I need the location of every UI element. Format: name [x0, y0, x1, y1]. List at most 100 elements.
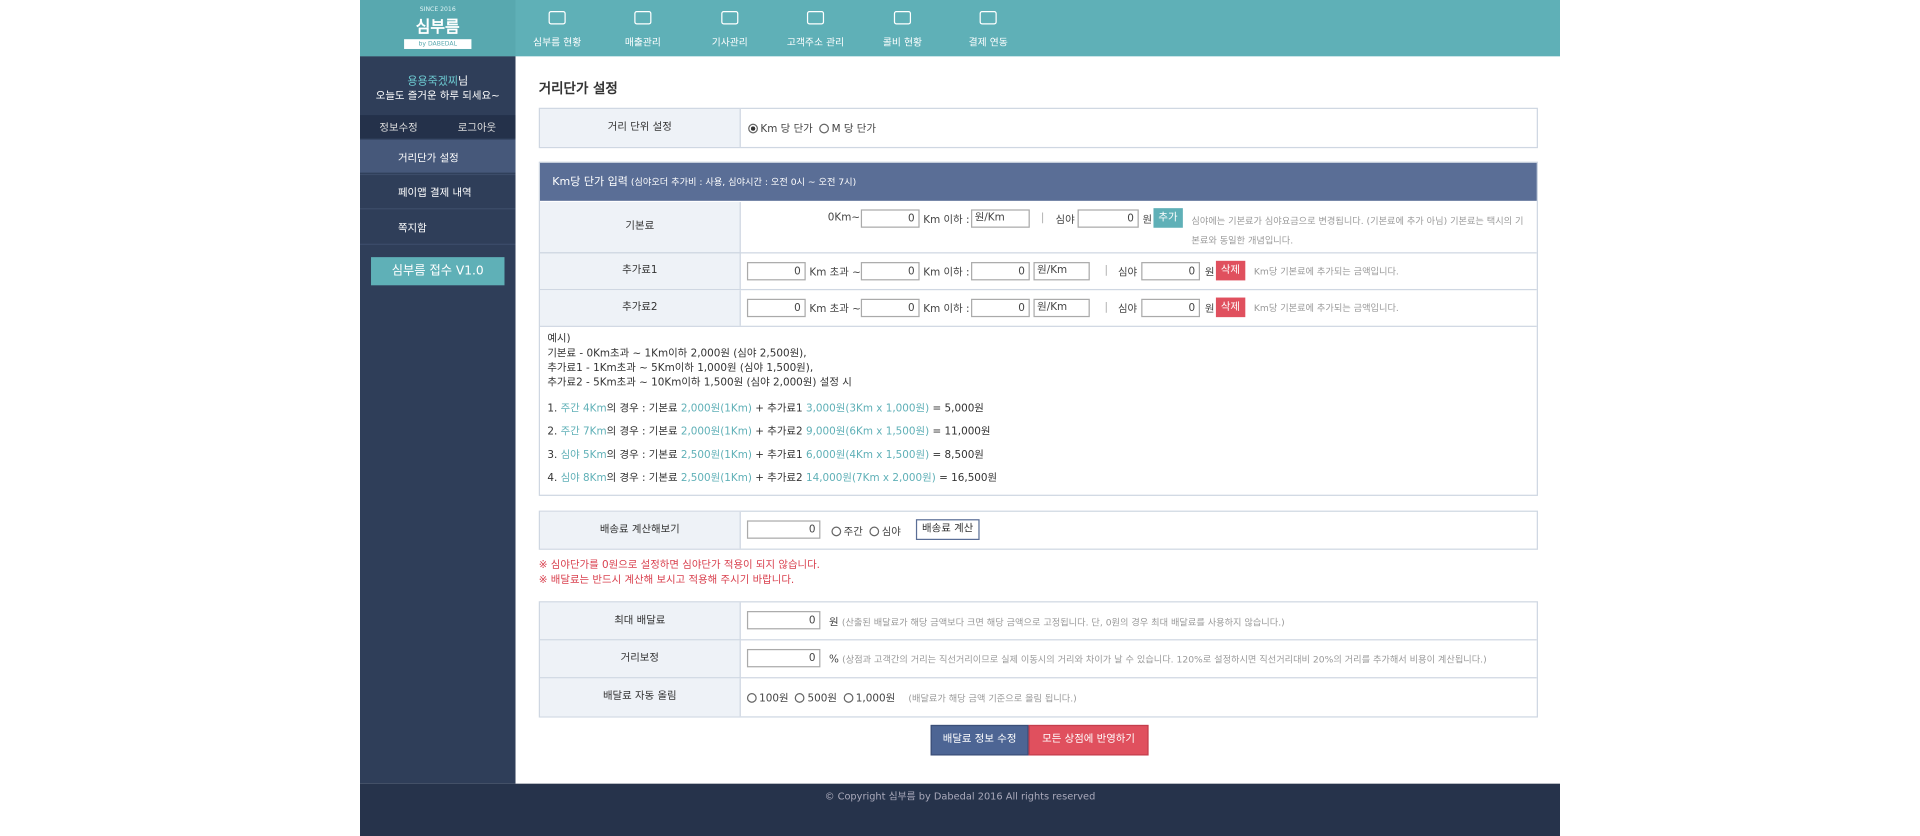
warning: ※ 배달료는 반드시 계산해 보시고 적용해 주시기 바랍니다.	[538, 574, 795, 587]
version-button[interactable]: 심부름 접수 V1.0	[371, 257, 505, 286]
logo-by: by DABEDAL	[404, 39, 472, 49]
example-part: = 8,500원	[929, 449, 984, 462]
example-part: 2,500원(1Km)	[680, 449, 752, 462]
example-calc: 2. 주간 7Km의 경우 : 기본료 2,000원(1Km) + 추가료2 9…	[547, 425, 997, 440]
delete-button[interactable]: 삭제	[1215, 297, 1245, 318]
input[interactable]: 0	[860, 262, 920, 281]
row-label: 배달료 자동 올림	[540, 678, 741, 717]
note: (배달료가 해당 금액 기준으로 올림 됩니다.)	[908, 693, 1077, 705]
nav-item[interactable]: 매출관리	[600, 0, 686, 56]
example-line: 기본료 - 0Km초과 ~ 1Km이하 2,000원 (심야 2,500원),	[547, 347, 807, 361]
nav-icon	[893, 11, 912, 25]
save-button[interactable]: 배달료 정보 수정	[930, 724, 1029, 756]
example-part: 주간 4Km	[560, 402, 607, 416]
nav-label: 콜비 현황	[882, 36, 923, 48]
apply-button[interactable]: 모든 상점에 반영하기	[1028, 724, 1149, 756]
input[interactable]: 0	[1141, 298, 1201, 318]
example-part: + 추가료1	[751, 402, 806, 416]
user-suffix: 님	[458, 75, 469, 89]
input[interactable]: 0	[860, 209, 920, 228]
input[interactable]: 0	[746, 520, 821, 539]
unit: %	[828, 653, 839, 667]
example-part: 2.	[547, 426, 561, 439]
menu-item[interactable]: 페이앱 결제 내역	[397, 187, 472, 200]
radio[interactable]: 심야	[881, 526, 901, 539]
example-part: 2,000원(1Km)	[680, 426, 752, 439]
delete-button[interactable]: 삭제	[1215, 260, 1245, 281]
example-calc: 1. 주간 4Km의 경우 : 기본료 2,000원(1Km) + 추가료1 3…	[547, 402, 997, 417]
radio[interactable]: 500원	[807, 693, 837, 706]
example-part: 2,500원(1Km)	[680, 472, 752, 485]
select[interactable]: 원/Km	[1033, 262, 1090, 281]
sidebar-button[interactable]: 로그아웃	[457, 122, 497, 135]
settings: 최대 배달료 거리보정 배달료 자동 올림 0 원 (산출된 배달료가 해당 금…	[538, 601, 1538, 718]
header	[360, 0, 1561, 57]
logo[interactable]: SINCE 2016 심부름 by DABEDAL	[360, 0, 516, 57]
select[interactable]: 원/Km	[971, 209, 1030, 228]
menu-item[interactable]: 쪽지함	[397, 222, 427, 236]
input[interactable]: 0	[860, 298, 920, 318]
example-part: = 11,000원	[929, 426, 991, 439]
example-calc: 3. 심야 5Km의 경우 : 기본료 2,500원(1Km) + 추가료1 6…	[547, 448, 997, 463]
text: |	[1040, 211, 1045, 225]
input[interactable]: 0	[1141, 262, 1201, 281]
example-part: 의 경우 : 기본료	[606, 402, 681, 416]
example-part: 심야 8Km	[560, 472, 607, 485]
example-part: 의 경우 : 기본료	[606, 426, 681, 439]
text: 심야	[1055, 214, 1075, 227]
menu-item[interactable]: 거리단가 설정	[397, 153, 459, 166]
text: Km 초과 ~	[809, 266, 861, 280]
example-part: + 추가료2	[751, 472, 806, 485]
input[interactable]: 0	[1077, 209, 1139, 228]
radio[interactable]: Km 당 단가	[760, 123, 813, 136]
user-name: 용용죽겠찌	[407, 75, 459, 89]
nav-icon	[979, 11, 997, 25]
radio[interactable]: M 당 단가	[831, 123, 876, 136]
text: |	[1104, 264, 1109, 277]
input[interactable]: 0	[746, 611, 821, 630]
example-part: 2,000원(1Km)	[680, 402, 752, 416]
nav-icon	[721, 11, 739, 25]
logo-name: 심부름	[415, 18, 460, 37]
radio[interactable]: 100원	[759, 693, 789, 706]
section-title: Km당 단가 입력	[552, 176, 628, 189]
input[interactable]: 0	[746, 648, 821, 668]
example-line: 예시)	[547, 333, 571, 346]
nav-item[interactable]: 심부름 현황	[514, 0, 600, 56]
input[interactable]: 0	[971, 262, 1030, 281]
select[interactable]: 원/Km	[1033, 298, 1090, 318]
nav-item[interactable]: 고객주소 관리	[773, 0, 859, 56]
radio[interactable]: 1,000원	[855, 693, 896, 706]
nav-item[interactable]: 기사관리	[687, 0, 773, 56]
greeting: 오늘도 즐거운 하루 되세요~	[375, 90, 500, 103]
note: (상점과 고객간의 거리는 직선거리이므로 실제 이동시의 거리와 차이가 날 …	[842, 653, 1487, 665]
note: Km당 기본료에 추가되는 금액입니다.	[1253, 302, 1399, 314]
note: (산출된 배달료가 해당 금액보다 크면 해당 금액으로 고정됩니다. 단, 0…	[841, 617, 1285, 629]
nav-item[interactable]: 결제 연동	[945, 0, 1031, 56]
input[interactable]: 0	[746, 262, 806, 281]
radio[interactable]: 주간	[843, 526, 863, 539]
input[interactable]: 0	[746, 298, 806, 318]
nav-label: 고객주소 관리	[786, 36, 845, 48]
input[interactable]: 0	[971, 298, 1030, 318]
add-button[interactable]: 추가	[1153, 208, 1183, 228]
calc-button[interactable]: 배송료 계산	[915, 519, 980, 541]
nav-label: 매출관리	[624, 36, 661, 48]
example-part: = 5,000원	[929, 402, 984, 416]
divider	[540, 325, 1537, 327]
example-part: 심야 5Km	[560, 449, 607, 462]
nav-item[interactable]: 콜비 현황	[860, 0, 946, 56]
unit-row: 거리 단위 설정 Km 당 단가 M 당 단가	[538, 107, 1538, 149]
example-part: 의 경우 : 기본료	[606, 472, 681, 485]
example-part: + 추가료2	[751, 426, 806, 439]
example-part: 3.	[547, 449, 561, 462]
warning: ※ 심야단가를 0원으로 설정하면 심야단가 적용이 되지 않습니다.	[538, 559, 820, 572]
sidebar-button[interactable]: 정보수정	[379, 122, 418, 135]
row-label: 기본료	[540, 202, 741, 254]
section-sub: (심야오더 추가비 : 사용, 심야시간 : 오전 0시 ~ 오전 7시)	[627, 176, 857, 188]
nav-icon	[806, 11, 825, 25]
text: 원	[1204, 266, 1215, 280]
page-title: 거리단가 설정	[538, 80, 618, 97]
